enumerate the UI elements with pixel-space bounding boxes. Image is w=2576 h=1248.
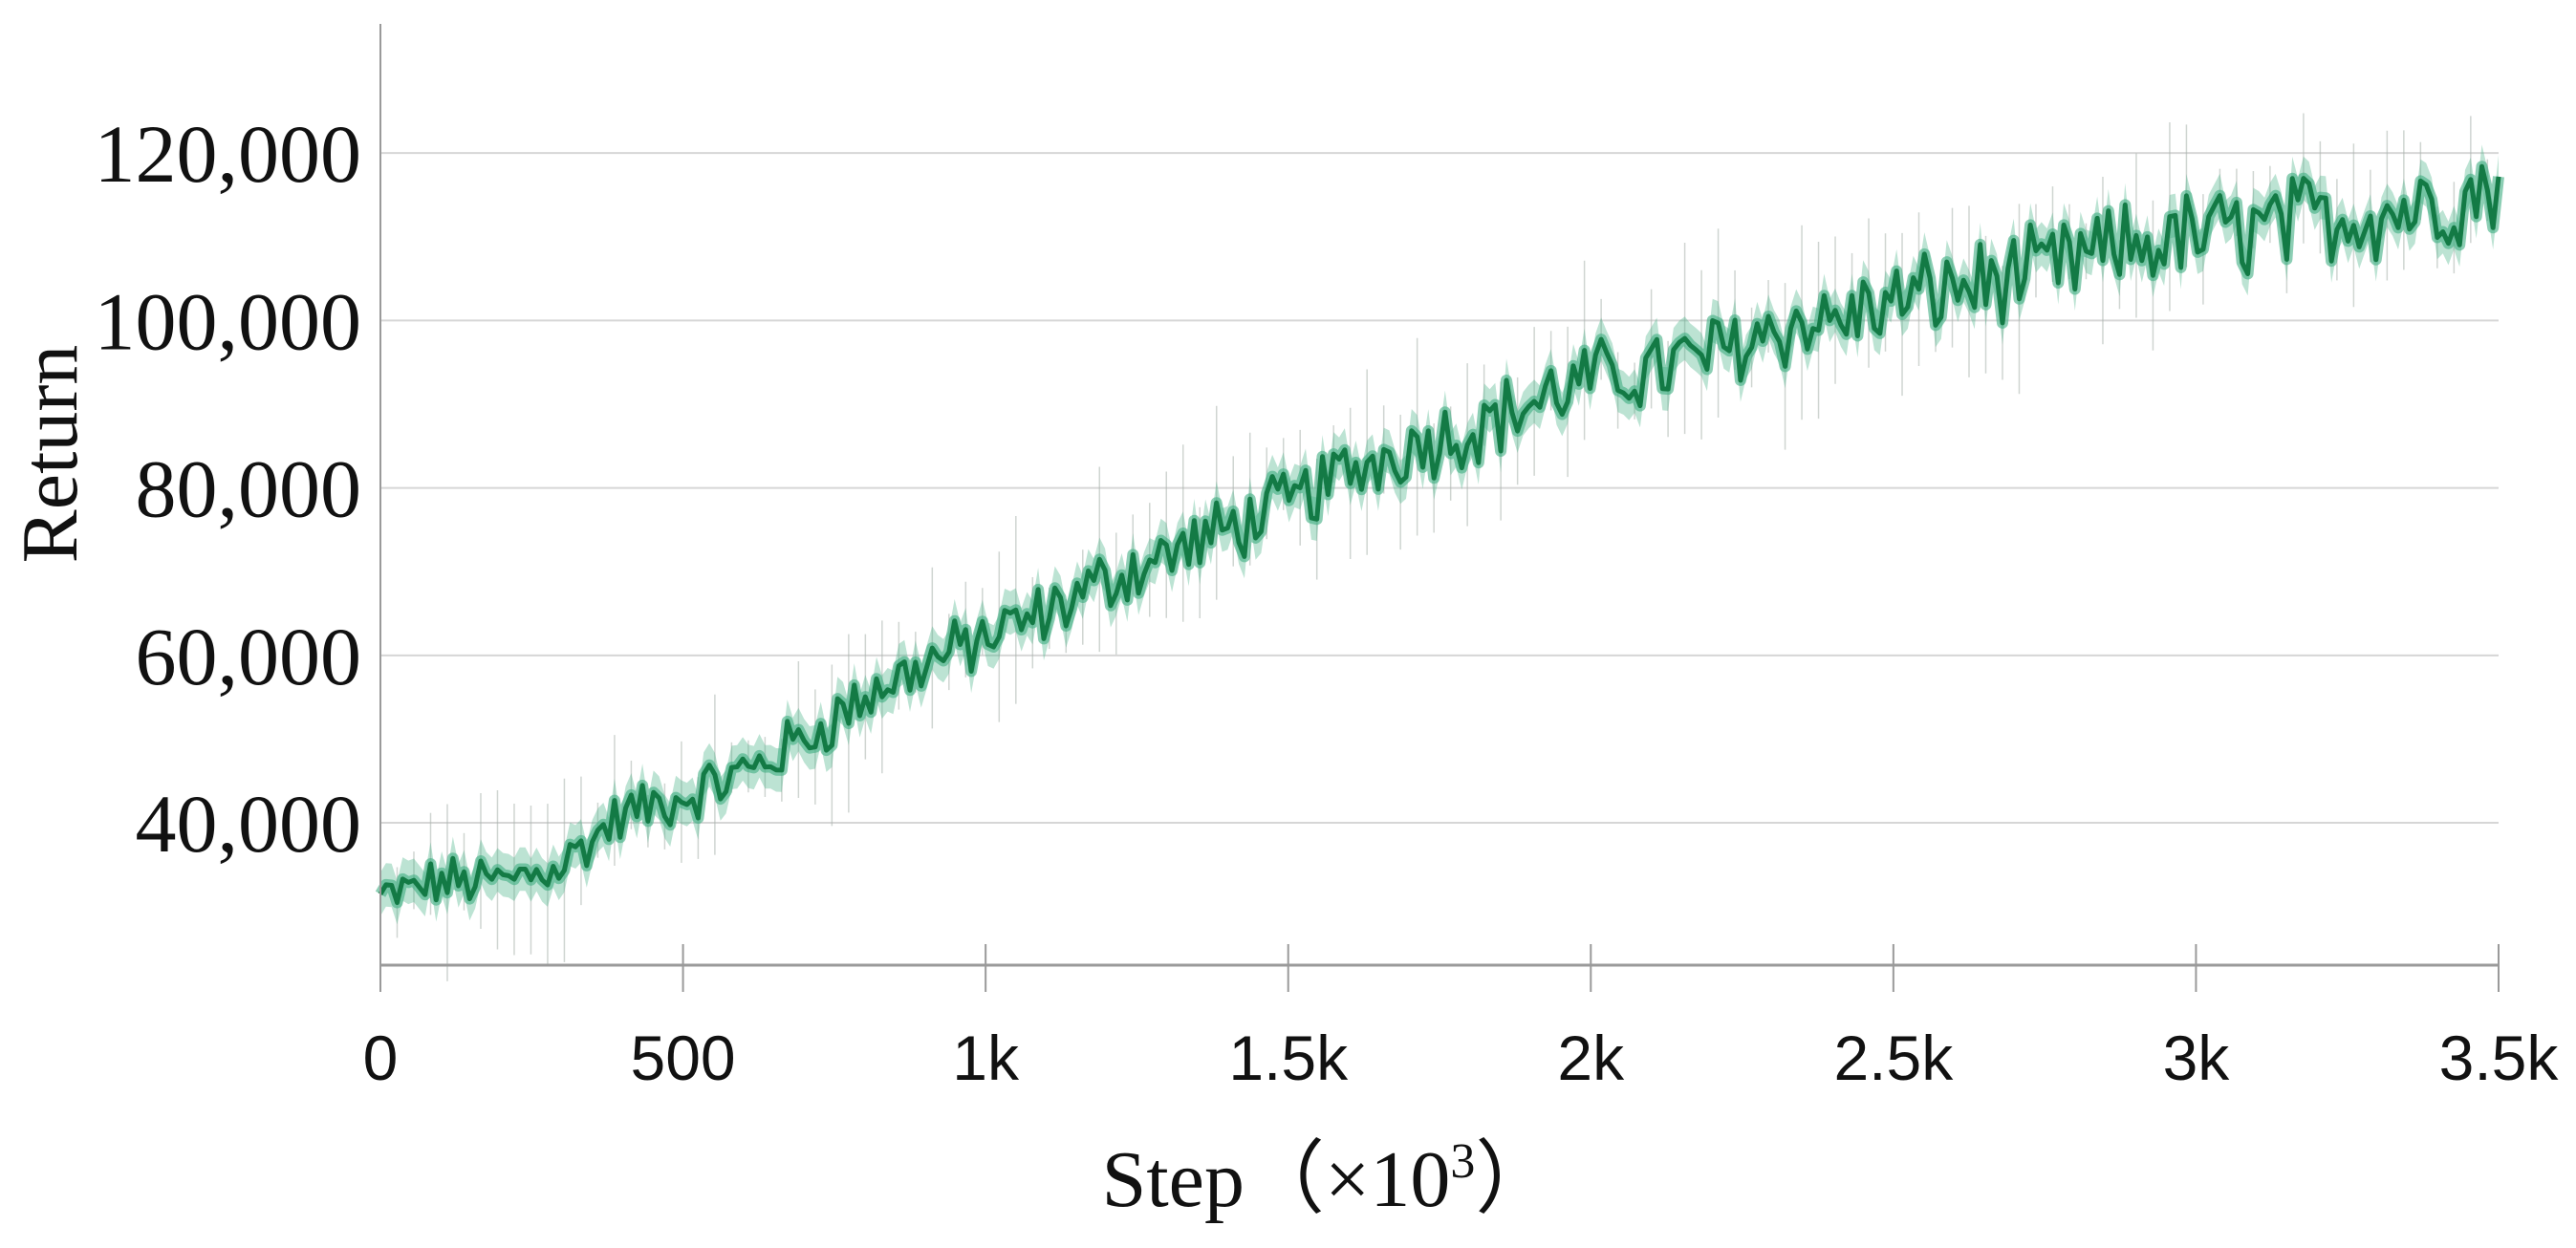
x-axis-ticks: 0 500 1k 1.5k 2k 2.5k 3k 3.5k xyxy=(363,944,2560,1093)
series-line-group xyxy=(375,161,2504,909)
x-tick-label: 0 xyxy=(363,1022,399,1093)
y-axis-label: Return xyxy=(6,345,95,564)
y-tick-label: 80,000 xyxy=(136,443,362,535)
x-axis-label-exponent: 3 xyxy=(1450,1134,1475,1189)
x-axis-label-close: ） xyxy=(1475,1135,1555,1224)
x-axis-label: Step（×103） xyxy=(1102,1134,1556,1224)
x-tick-label: 3.5k xyxy=(2439,1022,2560,1093)
x-axis-label-open: （×10 xyxy=(1245,1135,1450,1224)
y-tick-label: 40,000 xyxy=(136,778,362,870)
x-tick-label: 500 xyxy=(631,1022,736,1093)
y-axis-ticks: 40,000 60,000 80,000 100,000 120,000 xyxy=(95,108,362,870)
x-tick-label: 1.5k xyxy=(1228,1022,1349,1093)
x-tick-label: 2k xyxy=(1557,1022,1625,1093)
y-tick-label: 60,000 xyxy=(136,611,362,702)
y-tick-label: 100,000 xyxy=(95,275,362,367)
x-tick-label: 2.5k xyxy=(1833,1022,1954,1093)
gridlines xyxy=(380,152,2499,825)
y-tick-label: 120,000 xyxy=(95,108,362,200)
x-axis xyxy=(379,24,2499,992)
series-line xyxy=(378,163,2501,905)
x-tick-label: 3k xyxy=(2163,1022,2231,1093)
x-tick-label: 1k xyxy=(952,1022,1020,1093)
x-axis-label-main: Step xyxy=(1102,1135,1245,1224)
